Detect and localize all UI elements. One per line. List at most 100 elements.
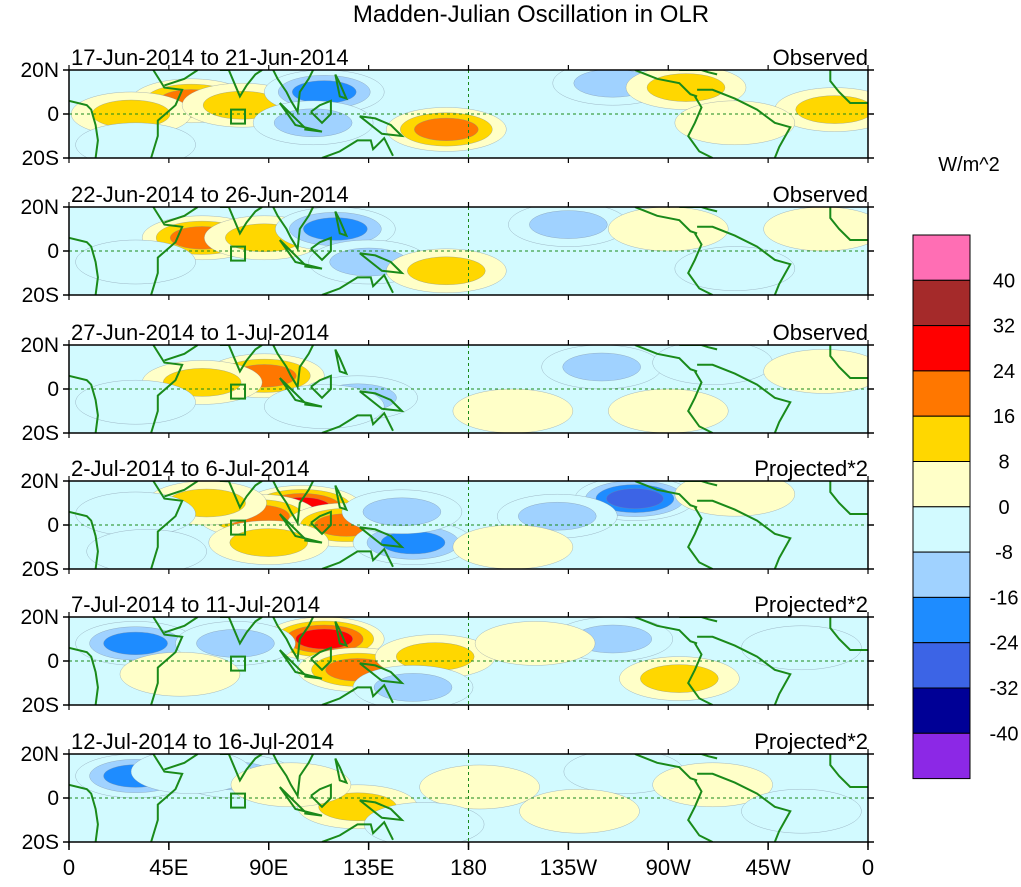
coastline [310,99,332,125]
anomaly-contour [414,117,479,141]
coastline [304,810,323,817]
coastline [697,225,792,295]
coastline [687,370,714,433]
coastline [219,754,263,783]
coastline [304,537,323,544]
colorbar-swatch [912,596,971,644]
coastline [634,207,698,235]
coastline [697,88,792,158]
coastline [359,526,405,549]
coastline [359,799,405,822]
coastline [321,820,394,842]
region-box [230,792,247,809]
colorbar-level-label: 24 [993,361,1015,383]
anomaly-contour [75,379,196,425]
anomaly-contour [608,388,729,433]
y-tick-label: 20N [20,59,59,82]
y-tick-label: 0 [47,378,59,401]
coastline [687,232,714,295]
y-tick-label: 20N [20,196,59,219]
coastline [634,617,698,645]
coastline [697,499,792,569]
anomaly-contour [741,625,862,671]
coastline [321,547,394,569]
x-tick-label: 180 [450,855,487,880]
colorbar-level-label: -40 [990,723,1019,745]
anomaly-contour [606,488,664,509]
colorbar-level-label: -16 [990,587,1019,609]
y-tick-label: 20S [22,558,59,581]
panel-type-label: Observed [773,45,868,70]
colorbar-level-label: -24 [990,633,1019,655]
colorbar-level-label: 40 [993,270,1015,292]
coastline [634,481,698,509]
anomaly-contour [229,528,308,557]
coastline [310,374,332,400]
colorbar-swatch [912,732,971,780]
anomaly-contour [795,95,868,124]
map-panel-2: 20N 0 20S 22-Jun-2014 to 26-Jun-2014 Observe… [20,182,874,307]
coastline [219,207,263,236]
coastline [829,617,868,651]
colorbar-level-label: 0 [998,497,1009,519]
y-tick-label: 20S [22,694,59,717]
coastline [321,136,394,158]
panel-date-range: 17-Jun-2014 to 21-Jun-2014 [71,45,349,70]
panel-date-range: 27-Jun-2014 to 1-Jul-2014 [71,320,329,345]
y-tick-label: 20N [20,470,59,493]
coastline [272,70,314,115]
map-panel-6: 20N 0 20S 12-Jul-2014 to 16-Jul-2014 Project… [20,729,874,854]
x-tick-label: 45W [746,855,791,880]
coastline [272,345,314,390]
coastline [164,345,199,362]
colorbar-swatch [912,687,971,734]
anomaly-contour [407,256,486,286]
map-panel-4: 20N 0 20S 2-Jul-2014 to 6-Jul-2014 Projected… [20,456,874,581]
colorbar-swatch [912,279,971,327]
region-box [230,655,247,672]
map-panel-5: 20N 0 20S 7-Jul-2014 to 11-Jul-2014 Projecte… [20,592,874,717]
y-tick-label: 20S [22,147,59,170]
anomaly-contour [75,239,196,285]
coastline [829,207,868,241]
coastline [69,374,99,433]
region-box [230,245,247,262]
y-tick-label: 0 [47,650,59,673]
colorbar-level-label: 16 [993,406,1015,428]
coastline [334,757,349,785]
coastline [310,510,332,536]
region-box [230,519,247,536]
panel-type-label: Observed [773,182,868,207]
chart-title: Madden-Julian Oscillation in OLR [353,1,709,28]
coastline [829,481,868,515]
coastline [304,673,323,680]
coastline [687,506,714,569]
coastline [69,510,99,569]
colorbar-swatch [912,325,971,372]
colorbar-swatch [912,234,971,281]
coastline [334,348,349,376]
anomaly-contour [373,673,453,702]
anomaly-contour [362,497,442,527]
anomaly-contour [674,246,796,291]
coastline [679,754,718,760]
anomaly-contour [674,100,796,146]
colorbar-level-label: -32 [990,678,1019,700]
coastline [69,99,99,158]
coastline [69,783,99,842]
coastline [310,646,332,672]
coastline [150,754,184,842]
anomaly-contour [562,352,641,382]
coastline [219,345,263,374]
coastline [321,411,394,433]
region-box [230,108,247,125]
y-tick-label: 0 [47,514,59,537]
coastline [359,252,405,275]
anomaly-contour [291,80,357,104]
coastline [150,481,184,569]
colorbar-swatch [912,506,971,553]
anomaly-contour [75,122,196,158]
coastline [150,617,184,705]
x-tick-label: 135W [540,855,598,880]
